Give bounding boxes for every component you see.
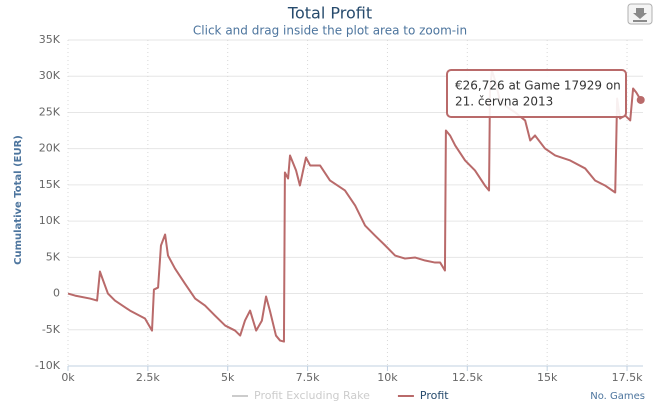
y-tick-label: 10K: [39, 214, 61, 227]
x-tick-label: 5k: [221, 371, 235, 384]
y-tick-label: 5K: [46, 250, 61, 263]
x-axis-title: No. Games: [590, 391, 645, 402]
x-tick-label: 15k: [537, 371, 558, 384]
y-tick-label: 25K: [39, 105, 61, 118]
y-tick-label: 0: [53, 287, 60, 300]
legend-item[interactable]: Profit: [397, 389, 449, 402]
hover-marker: [636, 95, 645, 104]
y-axis-title: Cumulative Total (EUR): [13, 135, 24, 265]
legend-label: Profit: [420, 389, 449, 402]
x-tick-label: 10k: [377, 371, 398, 384]
tooltip-box: [446, 69, 627, 118]
y-tick-label: -5K: [42, 323, 61, 336]
y-tick-label: -10K: [35, 359, 61, 372]
export-icon-base: [633, 20, 647, 22]
y-tick-label: 15K: [39, 178, 61, 191]
y-tick-label: 35K: [39, 33, 61, 46]
legend-label: Profit Excluding Rake: [254, 389, 370, 402]
tooltip: €26,726 at Game 17929 on 21. června 2013: [446, 69, 627, 118]
line-series: [67, 69, 642, 343]
tooltip-text: 21. června 2013: [455, 95, 553, 109]
chart-title: Total Profit: [287, 4, 372, 23]
x-tick-label: 0k: [61, 371, 75, 384]
x-tick-label: 2.5k: [136, 371, 160, 384]
y-tick-label: 30K: [39, 69, 61, 82]
tooltip-text: €26,726 at Game 17929 on: [455, 79, 621, 93]
legend-item[interactable]: Profit Excluding Rake: [232, 389, 370, 402]
chart-subtitle: Click and drag inside the plot area to z…: [193, 24, 467, 38]
export-icon: [633, 8, 647, 19]
x-tick-label: 17.5k: [612, 371, 643, 384]
x-tick-label: 12.5k: [452, 371, 483, 384]
export-button[interactable]: [627, 3, 653, 25]
x-tick-label: 7.5k: [296, 371, 320, 384]
y-tick-label: 20K: [39, 142, 61, 155]
